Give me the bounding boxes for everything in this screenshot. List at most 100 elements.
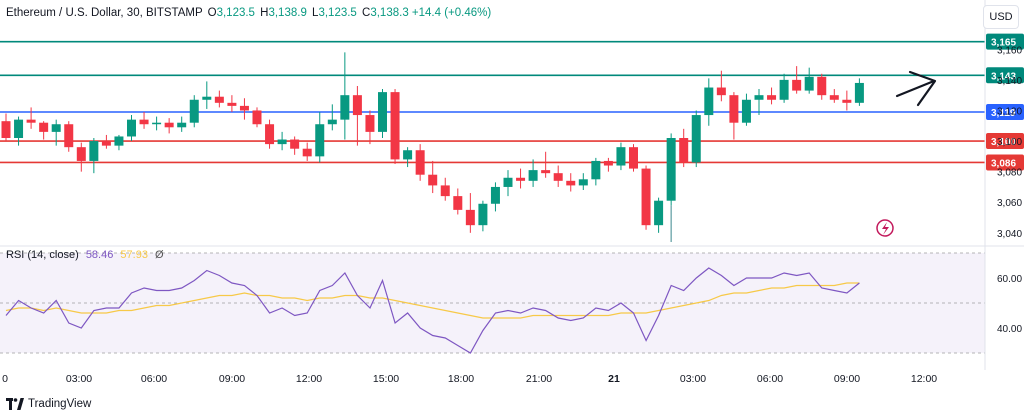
candle-body	[629, 147, 638, 169]
candle-body	[139, 119, 149, 125]
lightning-icon-ring	[876, 219, 894, 237]
axes: 3,040 3,060 3,080 3,100 3,120 3,140 3,160 60.00…	[0, 0, 1024, 385]
candle-body	[214, 96, 224, 103]
overlay	[876, 70, 937, 237]
rsi-label: RSI (14, close)	[6, 249, 79, 261]
candle-body	[641, 168, 651, 226]
price-level-badge	[986, 104, 1024, 120]
candle-body	[741, 99, 751, 123]
price-level-label: 3,143	[991, 71, 1016, 82]
candle-body	[340, 95, 350, 120]
high-label: H	[260, 7, 269, 19]
close-value: 3,138.3	[370, 7, 409, 19]
candle-body	[390, 92, 400, 160]
time-tick-label: 12:00	[296, 373, 322, 385]
candle-body	[114, 136, 124, 146]
candle-body	[516, 177, 526, 181]
candle-body	[39, 122, 49, 132]
rsi-ma-line	[5, 282, 860, 319]
time-tick-label: 03:00	[680, 373, 706, 385]
candle-body	[842, 99, 852, 103]
time-tick-label: 09:00	[834, 373, 860, 385]
candle-body	[1, 121, 11, 138]
candle-body	[490, 186, 500, 204]
tradingview-logo-icon	[6, 398, 24, 410]
price-level-badge	[986, 133, 1024, 150]
candle-body	[503, 177, 513, 187]
price-tick-label: 3,060	[997, 198, 1022, 209]
candle-body	[767, 95, 777, 100]
time-tick-label: 21	[608, 373, 620, 385]
price-tick-label: 3,100	[997, 137, 1022, 148]
candle-body	[616, 147, 626, 166]
candle-body	[101, 141, 111, 146]
candle-body	[566, 180, 576, 186]
candle-body	[465, 209, 475, 226]
time-tick-label: 0	[2, 373, 8, 385]
candle-body	[265, 124, 275, 145]
rsi-extra: Ø	[155, 249, 164, 261]
candle-body	[152, 122, 162, 125]
candle-body	[189, 99, 199, 123]
arrow-shaft	[895, 79, 936, 98]
candle-body	[829, 95, 839, 100]
time-tick-label: 03:00	[66, 373, 92, 385]
rsi-tick-label: 40.00	[997, 324, 1022, 335]
candle-body	[704, 87, 714, 116]
footer: TradingView	[6, 398, 91, 410]
candle-body	[177, 122, 187, 128]
lightning-icon	[882, 222, 889, 235]
candle-body	[754, 95, 764, 100]
candle-body	[64, 124, 74, 148]
time-tick-label: 21:00	[526, 373, 552, 385]
candle-body	[453, 196, 463, 210]
candle-body	[478, 203, 488, 226]
candle-body	[164, 122, 174, 128]
candle-body	[578, 179, 588, 186]
time-tick-label: 06:00	[757, 373, 783, 385]
high-value: 3,138.9	[268, 7, 307, 19]
time-tick-label: 09:00	[219, 373, 245, 385]
candle-body	[352, 95, 362, 116]
chart-header: Ethereum / U.S. Dollar, 30, BITSTAMP O3,…	[6, 7, 491, 19]
time-tick-label: 06:00	[141, 373, 167, 385]
candle-body	[691, 115, 701, 163]
arrow-head	[908, 70, 937, 107]
price-level-label: 3,086	[991, 158, 1016, 169]
change-value: +14.4 (+0.46%)	[411, 7, 492, 19]
open-value: 3,123.5	[216, 7, 255, 19]
candle-body	[277, 139, 287, 145]
low-label: L	[312, 7, 319, 19]
rsi-ma-value: 57.93	[120, 249, 148, 261]
candle-body	[428, 174, 438, 186]
candle-body	[327, 119, 337, 125]
candle-body	[315, 124, 325, 157]
close-label: C	[362, 7, 371, 19]
rsi-line	[5, 267, 860, 354]
candle-body	[302, 148, 312, 157]
candle-body	[403, 150, 413, 160]
rsi-tick-label: 60.00	[997, 274, 1022, 285]
price-tick-label: 3,140	[997, 76, 1022, 87]
candle-body	[290, 139, 300, 149]
price-tick-label: 3,160	[997, 45, 1022, 56]
price-levels: 3,165 3,143 3,119 3,100 3,086	[0, 33, 1024, 171]
candle-body	[591, 160, 601, 180]
candle-body	[378, 92, 387, 132]
price-level-label: 3,165	[991, 38, 1016, 49]
symbol-title: Ethereum / U.S. Dollar, 30, BITSTAMP	[6, 7, 203, 19]
currency-button[interactable]: USD	[983, 5, 1019, 29]
candle-body	[553, 173, 563, 181]
time-tick-label: 12:00	[911, 373, 937, 385]
time-tick-label: 15:00	[373, 373, 399, 385]
candles	[1, 52, 864, 242]
price-tick-label: 3,040	[997, 229, 1022, 240]
candle-body	[666, 138, 676, 201]
candle-body	[854, 82, 864, 103]
price-level-label: 3,100	[991, 137, 1016, 148]
brand-name: TradingView	[28, 398, 92, 410]
candle-body	[51, 124, 61, 132]
candle-body	[541, 170, 551, 174]
candle-body	[679, 138, 689, 163]
